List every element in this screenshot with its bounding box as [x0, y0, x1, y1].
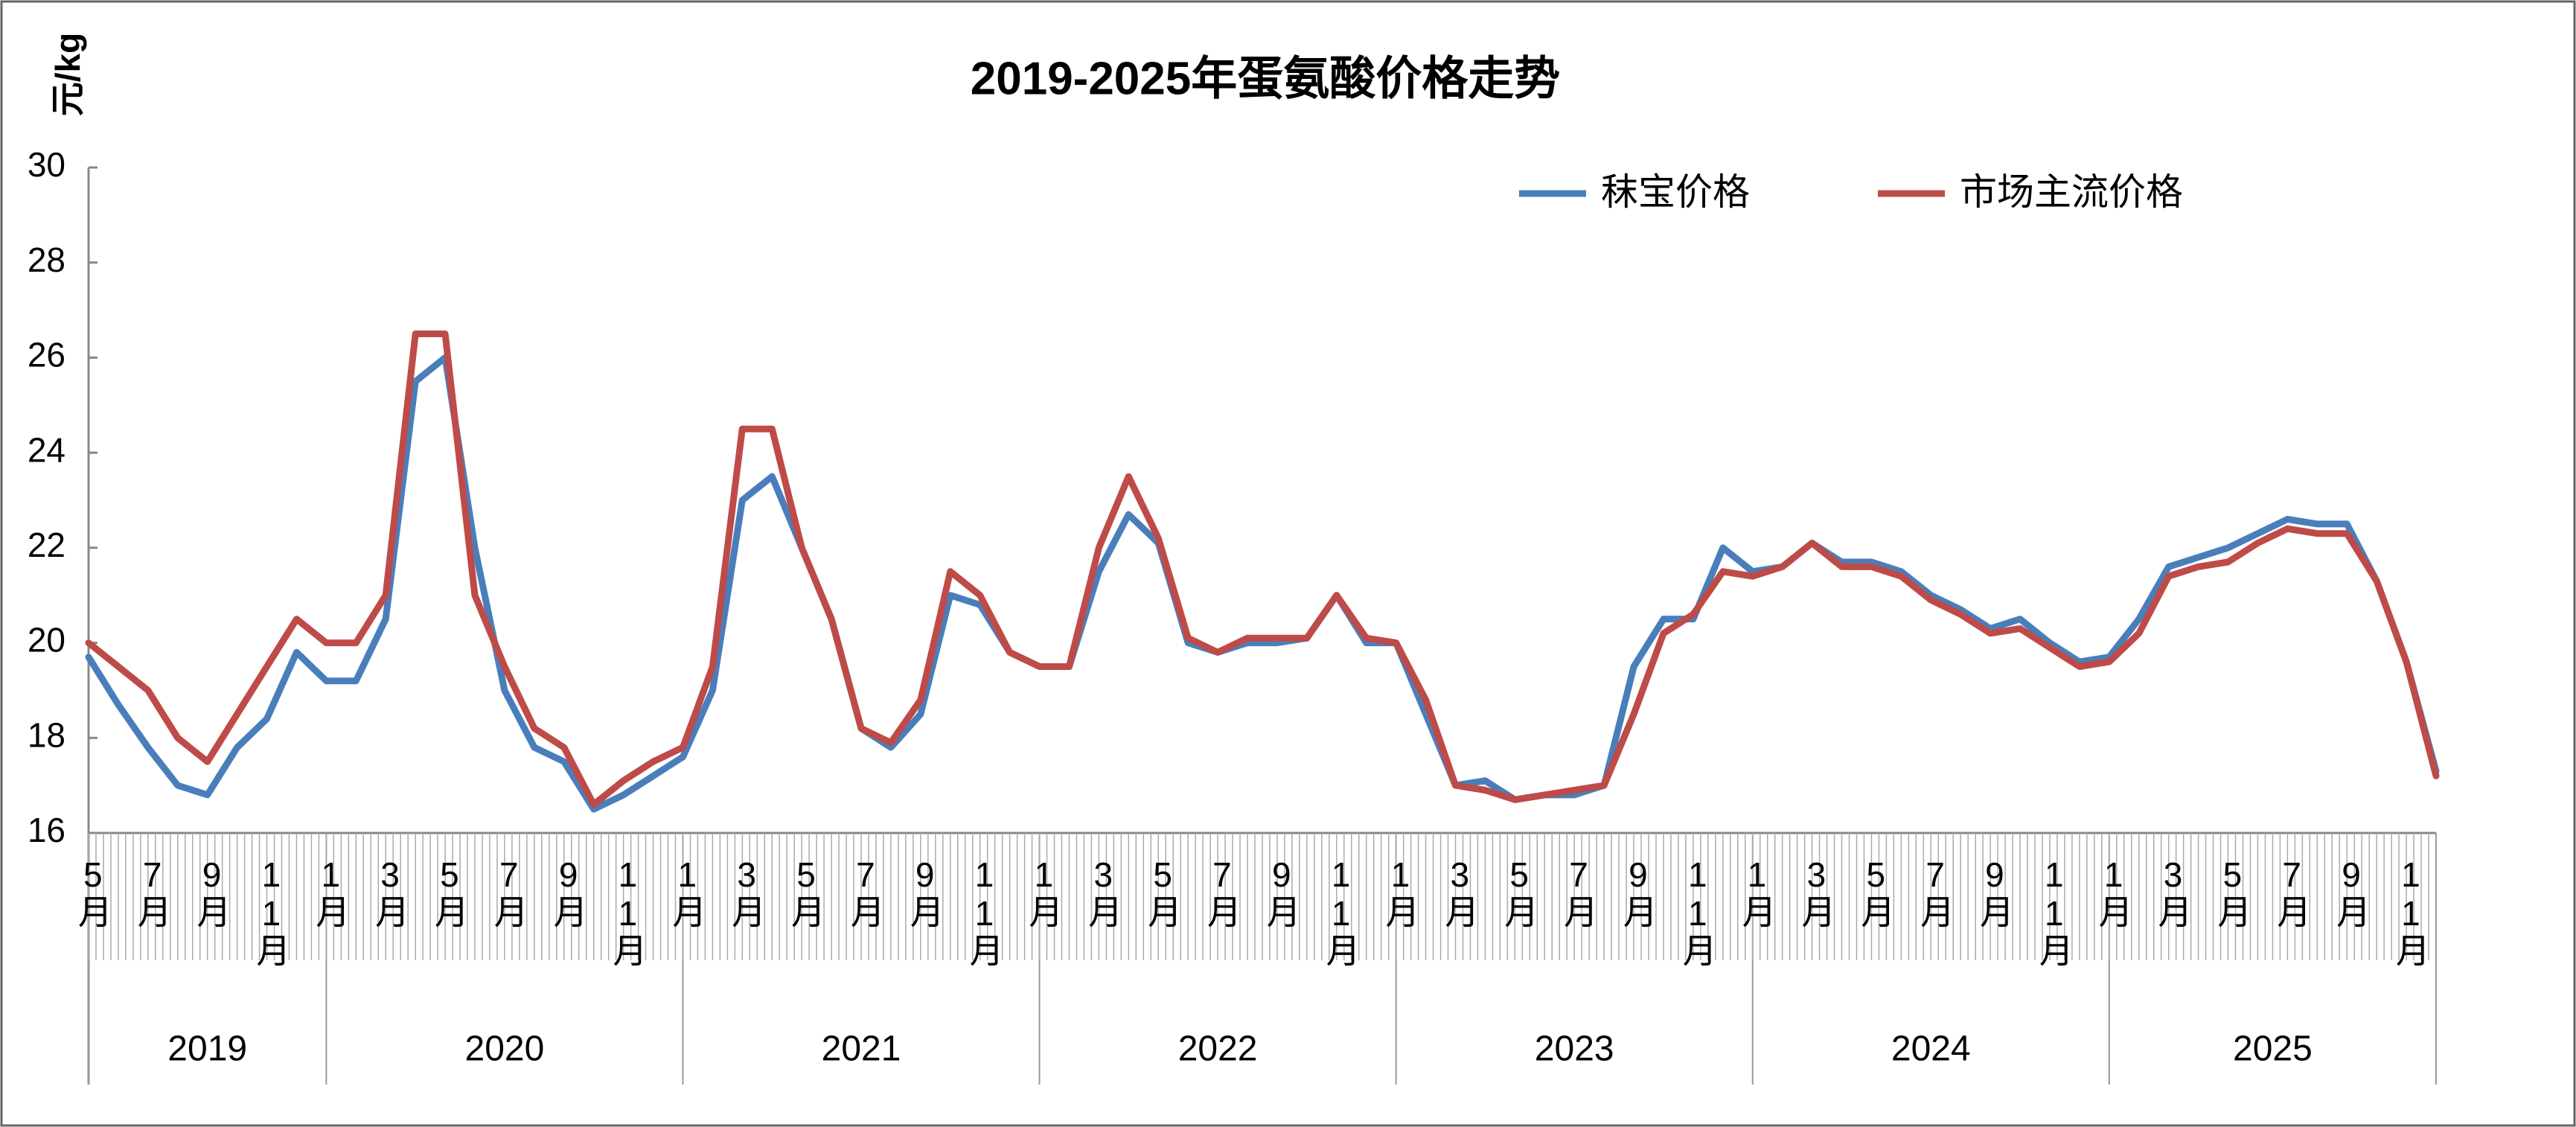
x-tick-label: 3月 [1084, 855, 1122, 928]
x-tick-label: 5月 [787, 855, 825, 928]
y-tick-label: 26 [28, 336, 65, 374]
series-line [85, 331, 2440, 808]
x-tick-label: 9月 [2332, 855, 2371, 928]
x-tick-label: 3月 [727, 855, 766, 928]
y-tick-label: 16 [28, 811, 65, 849]
x-tick-label: 7月 [490, 855, 528, 928]
legend-label: 市场主流价格 [1960, 171, 2183, 213]
series-line [85, 354, 2440, 813]
x-tick-label: 7月 [1559, 855, 1598, 928]
y-tick-label: 28 [28, 240, 65, 279]
year-label: 2019 [167, 1029, 247, 1069]
x-tick-label: 7月 [1203, 855, 1241, 928]
x-tick-label: 5月 [430, 855, 469, 928]
x-tick-label: 9月 [549, 855, 588, 928]
x-tick-label: 7月 [133, 855, 172, 928]
y-axis-label: 元/kg [48, 33, 87, 116]
year-label: 2023 [1535, 1029, 1614, 1069]
x-tick-label: 5月 [1500, 855, 1538, 928]
year-label: 2020 [465, 1029, 545, 1069]
x-tick-label: 1月 [668, 855, 706, 928]
x-tick-label: 5月 [1143, 855, 1182, 928]
y-tick-label: 24 [28, 430, 65, 469]
y-tick-label: 18 [28, 715, 65, 754]
x-tick-label: 1月 [1381, 855, 1420, 928]
x-tick-label: 11月 [2391, 855, 2430, 967]
x-tick-label: 7月 [2272, 855, 2311, 928]
x-tick-label: 3月 [371, 855, 409, 928]
x-tick-label: 5月 [2213, 855, 2251, 928]
x-tick-label: 1月 [1024, 855, 1063, 928]
x-tick-label: 11月 [2035, 855, 2074, 967]
year-label: 2022 [1178, 1029, 1258, 1069]
chart-title: 2019-2025年蛋氨酸价格走势 [971, 53, 1561, 104]
x-tick-label: 9月 [906, 855, 945, 928]
legend-label: 秣宝价格 [1601, 171, 1750, 213]
x-tick-label: 1月 [311, 855, 350, 928]
y-tick-label: 22 [28, 526, 65, 564]
x-tick-label: 3月 [1797, 855, 1835, 928]
year-label: 2024 [1891, 1029, 1971, 1069]
x-tick-label: 9月 [1975, 855, 2014, 928]
x-tick-label: 11月 [608, 855, 647, 967]
x-tick-label: 1月 [2094, 855, 2133, 928]
year-label: 2025 [2233, 1029, 2313, 1069]
x-tick-label: 3月 [1440, 855, 1479, 928]
y-tick-label: 20 [28, 621, 65, 660]
x-tick-label: 3月 [2154, 855, 2193, 928]
x-tick-label: 11月 [1322, 855, 1361, 967]
x-tick-label: 11月 [252, 855, 290, 967]
x-tick-label: 5月 [1856, 855, 1895, 928]
x-tick-label: 7月 [1916, 855, 1955, 928]
x-tick-label: 1月 [1738, 855, 1777, 928]
x-tick-label: 5月 [74, 855, 112, 928]
x-tick-label: 11月 [1678, 855, 1717, 967]
x-tick-label: 9月 [1619, 855, 1658, 928]
y-tick-label: 30 [28, 145, 65, 184]
x-tick-label: 11月 [965, 855, 1004, 967]
x-tick-label: 7月 [846, 855, 885, 928]
x-tick-label: 9月 [1262, 855, 1301, 928]
x-tick-label: 9月 [193, 855, 231, 928]
year-label: 2021 [822, 1029, 901, 1069]
